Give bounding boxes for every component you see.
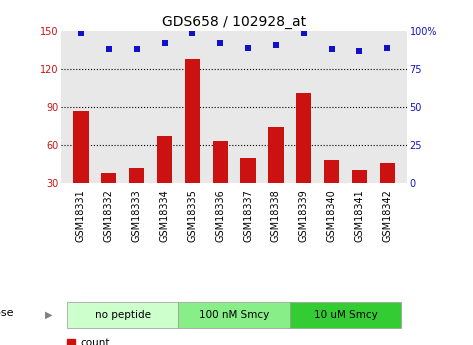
- Point: [105, 47, 113, 52]
- Title: GDS658 / 102928_at: GDS658 / 102928_at: [162, 14, 306, 29]
- Bar: [240, 158, 256, 183]
- Bar: [380, 162, 395, 183]
- Bar: [73, 111, 88, 183]
- Point: [272, 42, 280, 48]
- Point: [161, 40, 168, 46]
- Bar: [212, 141, 228, 183]
- Text: 100 nM Smcy: 100 nM Smcy: [199, 310, 269, 320]
- Bar: [296, 93, 311, 183]
- Bar: [157, 136, 172, 183]
- Point: [328, 47, 335, 52]
- Text: ▶: ▶: [44, 310, 52, 320]
- Bar: [268, 127, 283, 183]
- Bar: [129, 168, 144, 183]
- Bar: [290, 302, 401, 328]
- Point: [217, 40, 224, 46]
- Bar: [185, 59, 200, 183]
- Bar: [352, 170, 367, 183]
- Text: no peptide: no peptide: [95, 310, 151, 320]
- Bar: [178, 302, 290, 328]
- Point: [356, 48, 363, 53]
- Point: [244, 45, 252, 50]
- Text: 10 uM Smcy: 10 uM Smcy: [314, 310, 377, 320]
- Bar: [67, 302, 178, 328]
- Bar: [101, 173, 116, 183]
- Point: [189, 30, 196, 35]
- Text: dose: dose: [0, 308, 14, 318]
- Point: [300, 30, 307, 35]
- Legend: count, percentile rank within the sample: count, percentile rank within the sample: [67, 338, 256, 345]
- Point: [133, 47, 140, 52]
- Bar: [324, 160, 339, 183]
- Point: [384, 45, 391, 50]
- Point: [77, 30, 85, 35]
